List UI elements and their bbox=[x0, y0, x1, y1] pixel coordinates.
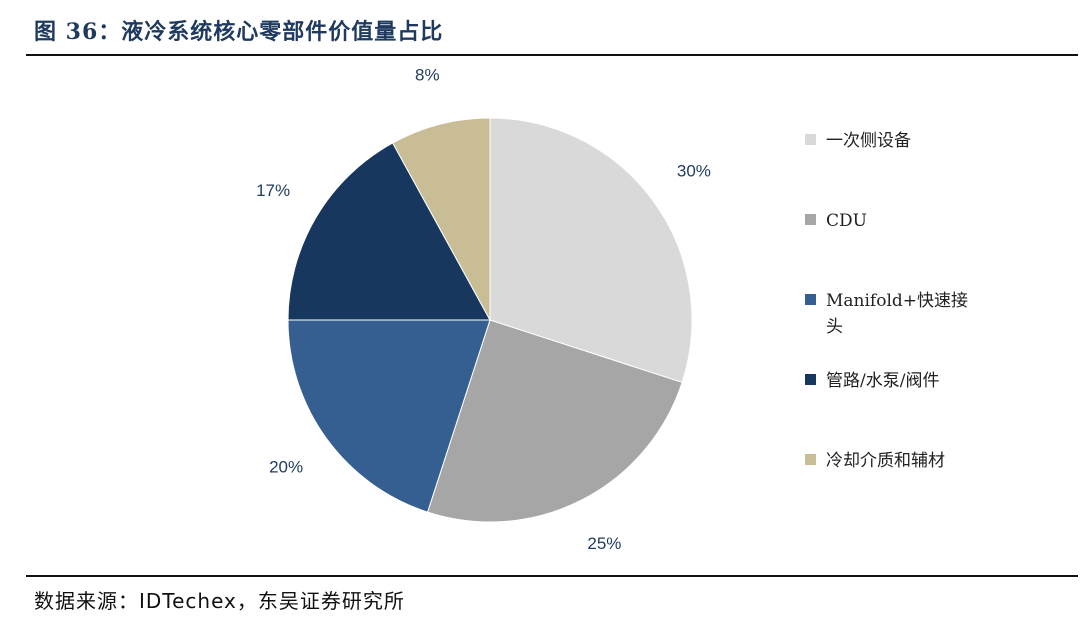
legend-swatch bbox=[805, 294, 816, 305]
slice-cdu bbox=[426, 319, 683, 523]
data-label: 25% bbox=[587, 534, 621, 553]
source-note: 数据来源：IDTechex，东吴证券研究所 bbox=[34, 589, 405, 613]
legend-label: 管路/水泵/阀件 bbox=[826, 371, 940, 391]
legend-item-primary-side-equipment: 一次侧设备 bbox=[805, 128, 981, 154]
data-label: 30% bbox=[677, 161, 711, 180]
legend-item-cdu: CDU bbox=[805, 208, 981, 234]
bottom-divider bbox=[26, 575, 1078, 577]
legend-item-coolant-materials: 冷却介质和辅材 bbox=[805, 448, 981, 474]
slice-pipes-pumps-valves bbox=[287, 142, 491, 321]
legend-item-manifold: Manifold+快速接头 bbox=[805, 288, 981, 340]
figure-title: 图 36：液冷系统核心零部件价值量占比 bbox=[34, 19, 444, 45]
legend-swatch bbox=[805, 214, 816, 225]
legend-swatch bbox=[805, 454, 816, 465]
legend-label: 一次侧设备 bbox=[826, 131, 911, 151]
legend-label: Manifold+快速接头 bbox=[826, 291, 969, 337]
data-label: 8% bbox=[415, 65, 440, 84]
legend-swatch bbox=[805, 134, 816, 145]
legend-label: CDU bbox=[826, 211, 867, 231]
slice-manifold bbox=[287, 319, 491, 513]
pie-chart: 30% 25% 20% 17% 8% bbox=[256, 65, 711, 553]
top-divider bbox=[26, 54, 1078, 56]
legend-swatch bbox=[805, 374, 816, 385]
data-label: 20% bbox=[269, 458, 303, 477]
legend-item-pipes-pumps-valves: 管路/水泵/阀件 bbox=[805, 368, 981, 394]
data-label: 17% bbox=[256, 181, 290, 200]
slice-primary-side-equipment bbox=[489, 117, 693, 384]
legend-label: 冷却介质和辅材 bbox=[826, 451, 945, 471]
slice-coolant-materials bbox=[392, 117, 491, 321]
